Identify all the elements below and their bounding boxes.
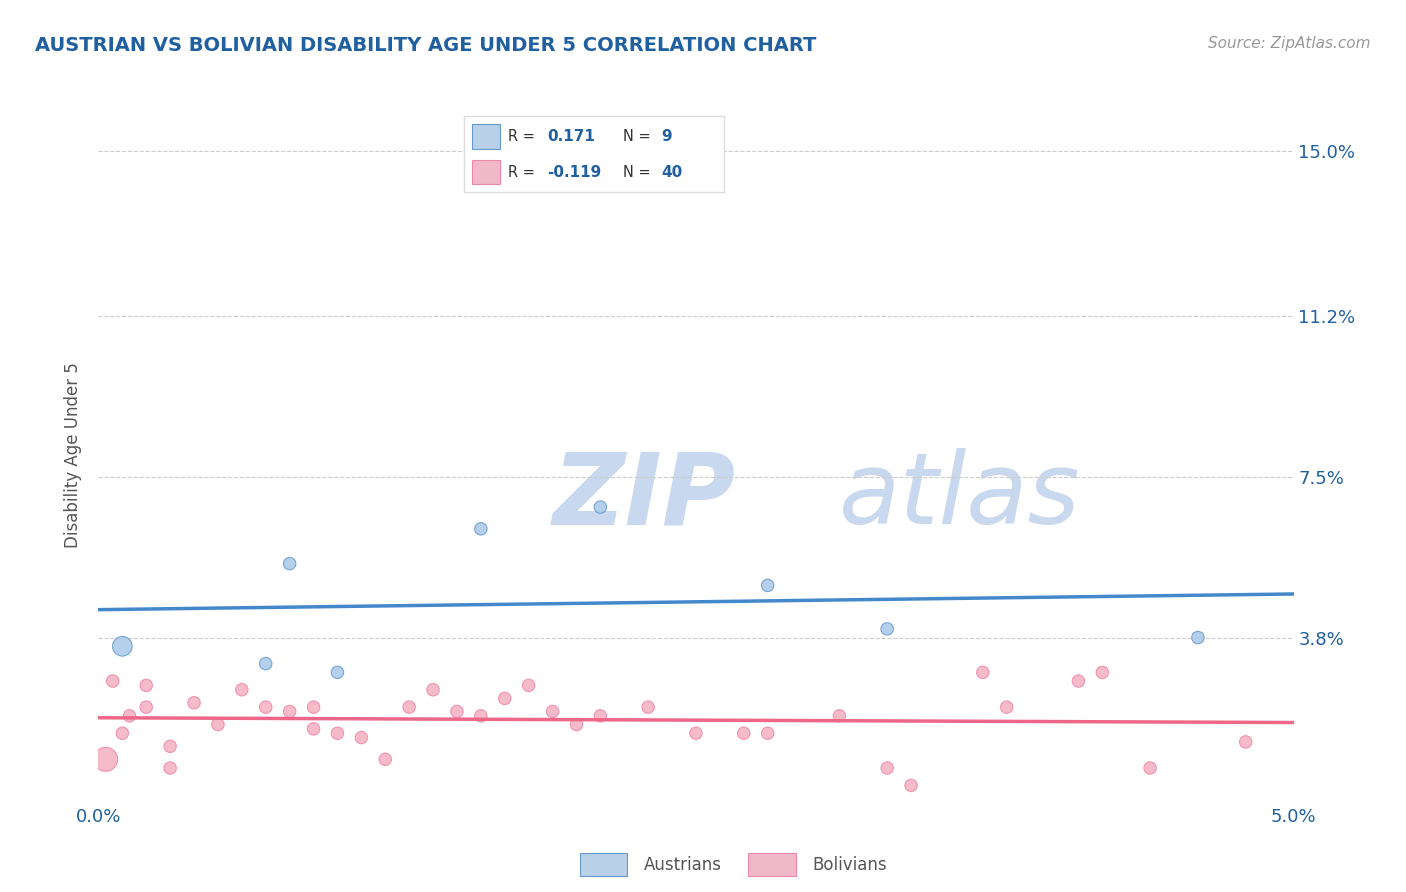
Point — [398, 700, 420, 714]
Point — [231, 682, 253, 697]
Point — [111, 726, 134, 740]
Text: -0.119: -0.119 — [547, 164, 602, 179]
Point — [1139, 761, 1161, 775]
Text: N =: N = — [623, 129, 650, 144]
Point — [118, 708, 141, 723]
Point — [159, 761, 181, 775]
Text: 9: 9 — [662, 129, 672, 144]
Point — [278, 557, 301, 571]
Point — [541, 705, 564, 719]
Point — [350, 731, 373, 745]
Text: Austrians: Austrians — [644, 856, 721, 874]
Point — [278, 705, 301, 719]
Bar — [748, 853, 796, 876]
Text: R =: R = — [508, 129, 536, 144]
Text: ZIP: ZIP — [553, 448, 735, 545]
Point — [470, 522, 492, 536]
Text: 0.171: 0.171 — [547, 129, 595, 144]
Point — [302, 700, 325, 714]
Point — [374, 752, 396, 766]
Text: 40: 40 — [662, 164, 683, 179]
Point — [756, 726, 779, 740]
Point — [1067, 674, 1090, 689]
Point — [94, 752, 117, 766]
Text: R =: R = — [508, 164, 536, 179]
Text: atlas: atlas — [839, 448, 1081, 545]
Point — [135, 678, 157, 692]
Bar — [472, 124, 501, 149]
Point — [446, 705, 468, 719]
Point — [135, 700, 157, 714]
Point — [1187, 631, 1209, 645]
Point — [876, 761, 898, 775]
Point — [565, 717, 588, 731]
Text: Bolivians: Bolivians — [813, 856, 887, 874]
Point — [101, 674, 124, 689]
Point — [876, 622, 898, 636]
Point — [183, 696, 205, 710]
Bar — [472, 160, 501, 185]
Point — [756, 578, 779, 592]
Text: N =: N = — [623, 164, 650, 179]
Point — [254, 700, 277, 714]
Point — [111, 639, 134, 653]
Point — [326, 665, 349, 680]
Point — [1091, 665, 1114, 680]
Y-axis label: Disability Age Under 5: Disability Age Under 5 — [65, 362, 83, 548]
Point — [637, 700, 659, 714]
Point — [207, 717, 229, 731]
Point — [589, 500, 612, 514]
Point — [972, 665, 994, 680]
Point — [1234, 735, 1257, 749]
Point — [422, 682, 444, 697]
Point — [470, 708, 492, 723]
Point — [254, 657, 277, 671]
Point — [685, 726, 707, 740]
Point — [326, 726, 349, 740]
Point — [517, 678, 540, 692]
Point — [302, 722, 325, 736]
Point — [733, 726, 755, 740]
Text: Source: ZipAtlas.com: Source: ZipAtlas.com — [1208, 36, 1371, 51]
Point — [900, 778, 922, 793]
Point — [494, 691, 516, 706]
Text: AUSTRIAN VS BOLIVIAN DISABILITY AGE UNDER 5 CORRELATION CHART: AUSTRIAN VS BOLIVIAN DISABILITY AGE UNDE… — [35, 36, 817, 54]
Point — [828, 708, 851, 723]
Point — [995, 700, 1018, 714]
Bar — [579, 853, 627, 876]
Point — [159, 739, 181, 754]
Point — [589, 708, 612, 723]
